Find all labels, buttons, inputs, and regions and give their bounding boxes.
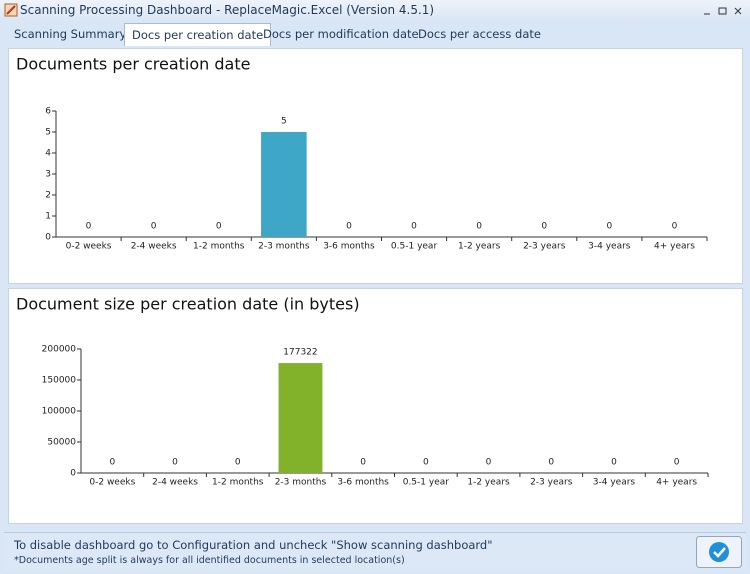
app-icon: [4, 3, 18, 17]
bar: [278, 363, 323, 473]
bar: [261, 132, 307, 237]
tab[interactable]: Docs per modification date: [263, 27, 419, 41]
data-label: 0: [606, 222, 612, 232]
data-label: 0: [674, 458, 680, 468]
y-tick-label: 5: [45, 128, 51, 138]
data-label: 0: [172, 458, 178, 468]
x-tick-label: 0-2 weeks: [66, 242, 112, 252]
data-label: 0: [541, 222, 547, 232]
footer-message: To disable dashboard go to Configuration…: [14, 538, 493, 552]
tab[interactable]: Docs per creation date: [124, 23, 272, 46]
chart-title: Documents per creation date: [16, 55, 250, 74]
y-tick-label: 100000: [42, 407, 77, 417]
x-tick-label: 0.5-1 year: [403, 478, 450, 488]
x-tick-label: 1-2 years: [467, 478, 510, 488]
x-tick-label: 3-4 years: [593, 478, 636, 488]
data-label: 0: [672, 222, 678, 232]
x-tick-label: 2-3 years: [530, 478, 573, 488]
y-tick-label: 3: [45, 170, 51, 180]
data-label: 177322: [283, 348, 317, 358]
y-tick-label: 6: [45, 107, 51, 117]
data-label: 0: [360, 458, 366, 468]
data-label: 0: [346, 222, 352, 232]
x-tick-label: 4+ years: [654, 242, 695, 252]
x-tick-label: 2-4 weeks: [152, 478, 198, 488]
data-label: 0: [548, 458, 554, 468]
window-controls[interactable]: [700, 4, 748, 18]
data-label: 0: [151, 222, 157, 232]
y-tick-label: 0: [70, 469, 76, 479]
x-tick-label: 1-2 months: [212, 478, 264, 488]
tab[interactable]: Docs per access date: [418, 27, 541, 41]
x-tick-label: 4+ years: [656, 478, 697, 488]
data-label: 0: [476, 222, 482, 232]
chart: Documents per creation date 0 1 2 3 4 5 6 0-2 we…: [16, 55, 708, 252]
chart: Document size per creation date (in byte…: [16, 295, 709, 488]
data-label: 0: [86, 222, 92, 232]
footer-note: *Documents age split is always for all i…: [14, 555, 405, 566]
x-tick-label: 2-4 weeks: [131, 242, 177, 252]
x-tick-label: 3-6 months: [337, 478, 389, 488]
data-label: 0: [235, 458, 241, 468]
tab[interactable]: Scanning Summary: [14, 27, 127, 41]
y-tick-label: 0: [45, 233, 51, 243]
y-tick-label: 200000: [42, 345, 77, 355]
chart-title: Document size per creation date (in byte…: [16, 295, 360, 314]
y-tick-label: 50000: [47, 438, 76, 448]
ok-button[interactable]: [696, 536, 742, 568]
data-label: 5: [281, 117, 287, 127]
data-label: 0: [423, 458, 429, 468]
x-tick-label: 3-4 years: [588, 242, 631, 252]
y-tick-label: 2: [45, 191, 51, 201]
footer: To disable dashboard go to Configuration…: [4, 532, 746, 571]
data-label: 0: [611, 458, 617, 468]
y-tick-label: 4: [45, 149, 51, 159]
x-tick-label: 2-3 months: [275, 478, 327, 488]
y-tick-label: 1: [45, 212, 51, 222]
data-label: 0: [109, 458, 115, 468]
y-tick-label: 150000: [42, 376, 77, 386]
title-bar: Scanning Processing Dashboard - ReplaceM…: [0, 0, 750, 21]
x-tick-label: 3-6 months: [323, 242, 375, 252]
x-tick-label: 2-3 months: [258, 242, 310, 252]
x-tick-label: 0-2 weeks: [89, 478, 135, 488]
x-tick-label: 1-2 years: [458, 242, 501, 252]
x-tick-label: 2-3 years: [523, 242, 566, 252]
data-label: 0: [411, 222, 417, 232]
data-label: 0: [486, 458, 492, 468]
x-tick-label: 0.5-1 year: [391, 242, 438, 252]
window-title: Scanning Processing Dashboard - ReplaceM…: [20, 3, 435, 17]
chart-panel: Documents per creation date 0 1 2 3 4 5 6 0-2 we…: [8, 48, 743, 284]
x-tick-label: 1-2 months: [193, 242, 245, 252]
data-label: 0: [216, 222, 222, 232]
chart-panel: Document size per creation date (in byte…: [8, 288, 743, 524]
